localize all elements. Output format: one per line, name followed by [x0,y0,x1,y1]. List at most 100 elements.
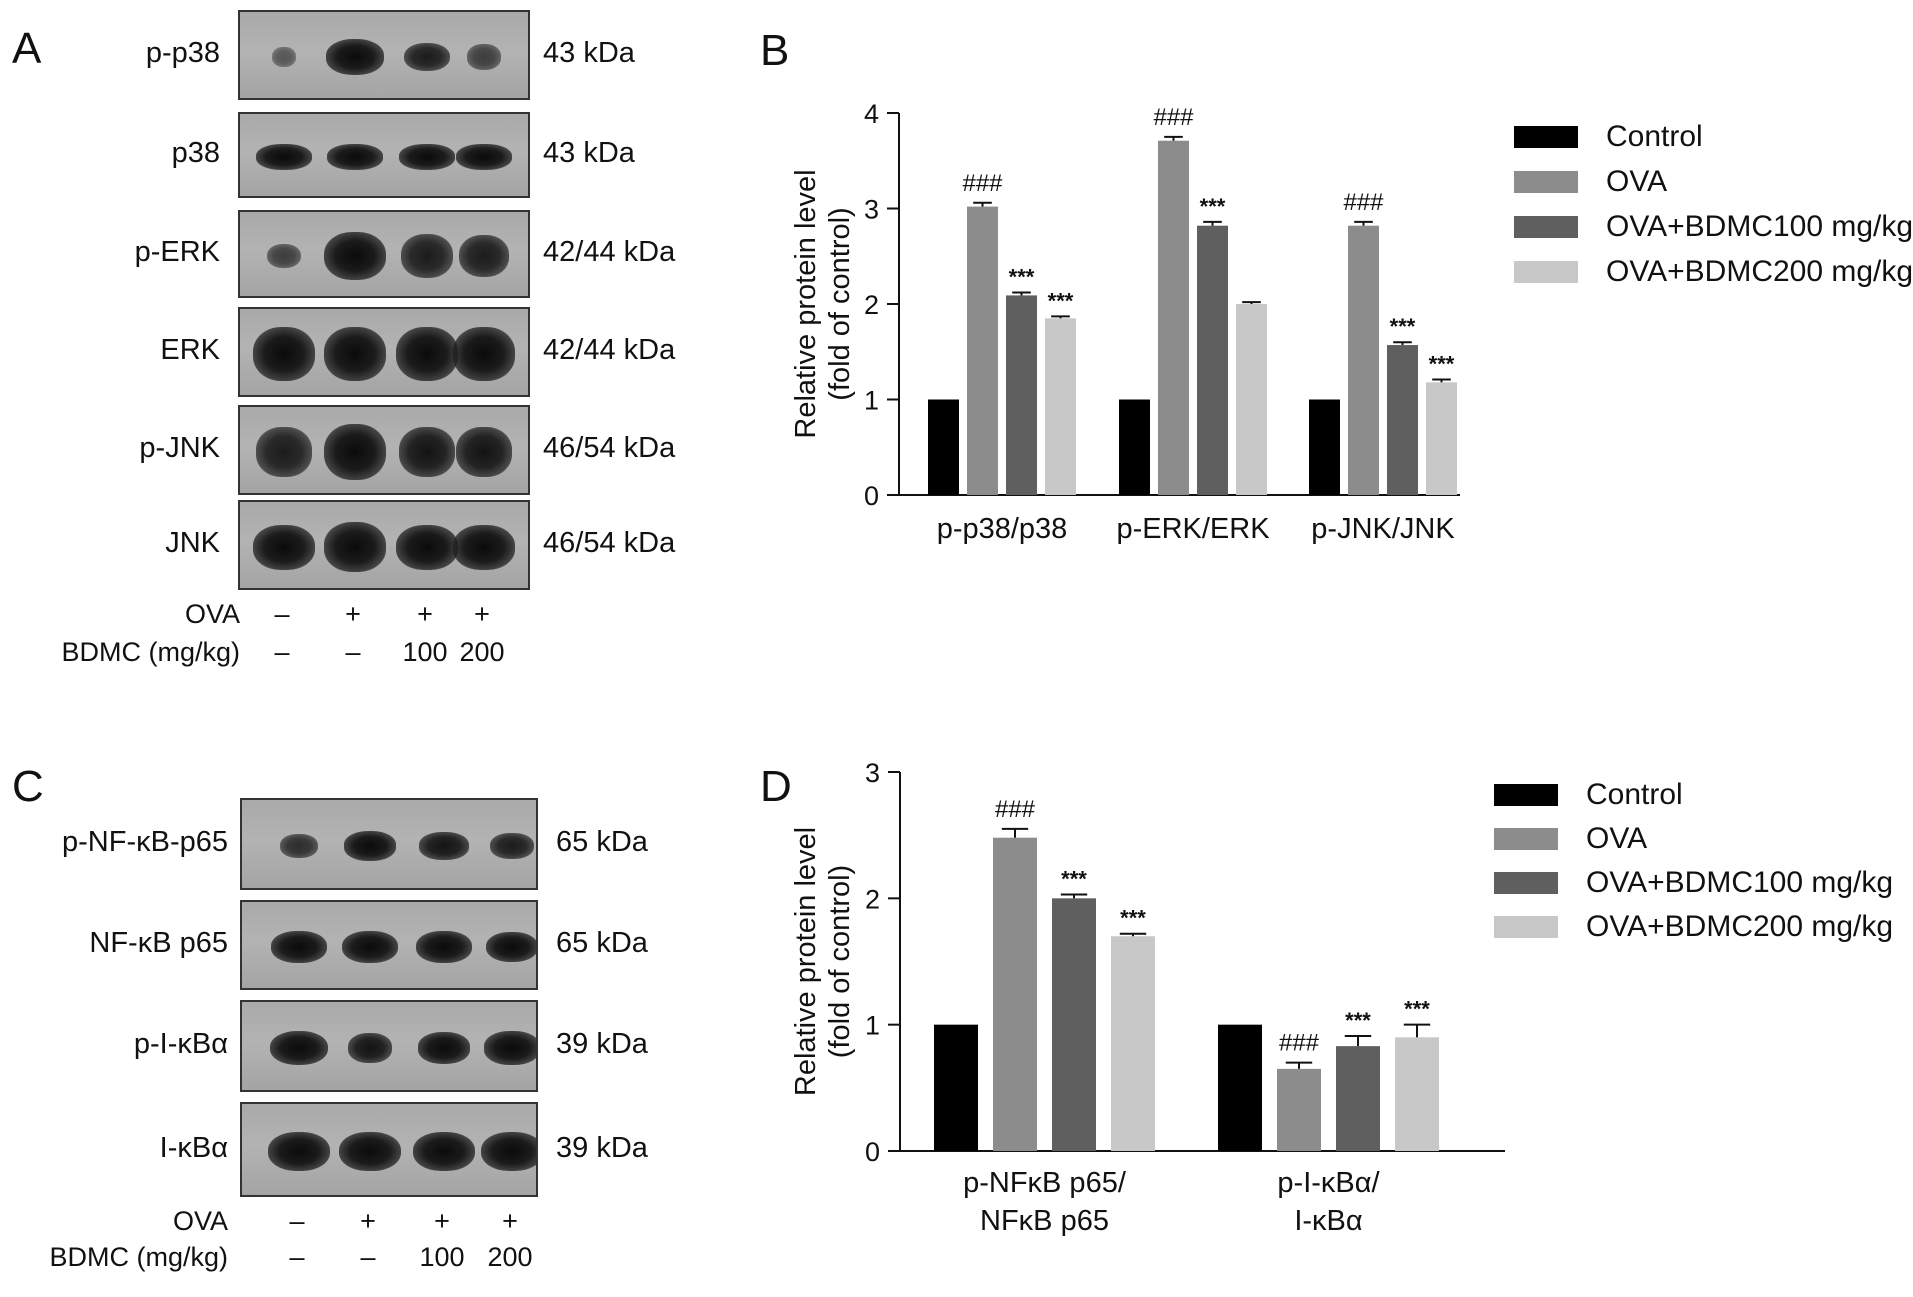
chart-B-group: 0 1 2 3 4 Relative protein level (fold of cont… [790,99,1460,545]
bar [1395,1037,1439,1151]
blot-band [324,424,386,480]
blot-image [238,10,530,100]
molecular-weight-label: 65 kDa [556,927,648,959]
y-tick-label: 0 [864,481,879,511]
blot-band [396,327,458,381]
bdmc-condition-value: – [289,1242,305,1272]
bar [1052,898,1096,1151]
blot-band [417,1032,471,1064]
blot-band [256,427,312,477]
significance-label: *** [1061,867,1087,892]
ova-condition-value: + [434,1206,450,1236]
panel-letter-b: B [760,26,790,75]
bdmc-row-label: BDMC (mg/kg) [61,637,240,667]
bdmc-condition-value: 200 [459,637,505,667]
bar [1336,1046,1380,1151]
significance-label: ### [1343,189,1384,216]
legend-label: OVA+BDMC100 mg/kg [1586,866,1894,899]
legend-item: Control [1514,120,1703,154]
x-category-label: p-JNK/JNK [1311,513,1455,545]
blot-band [256,144,312,170]
blot-band [403,42,451,72]
blot-band [413,1131,475,1172]
blot-band [485,931,536,963]
blot-band [453,524,515,570]
significance-label: ### [995,796,1036,823]
bar [967,206,998,495]
bar [1277,1068,1321,1151]
legend-item: Control [1494,778,1683,812]
blot-band [269,1030,329,1066]
blot-band [456,427,512,477]
blot-protein-label: p-NF-κB-p65 [62,826,228,858]
legend-swatch [1514,261,1578,283]
panel-letter-c: C [12,762,44,811]
bdmc-condition-value: – [360,1242,376,1272]
y-axis-label: (fold of control) [824,207,856,400]
bdmc-condition-value: – [274,637,290,667]
significance-label: *** [1345,1008,1371,1033]
blot-band [342,930,398,964]
significance-label: ### [962,170,1003,197]
bar [1045,318,1076,495]
bar [1348,225,1379,495]
legend-label: Control [1586,778,1683,811]
blot-band [396,524,458,570]
blot-protein-label: p38 [171,137,220,169]
y-tick-label: 3 [865,758,880,788]
legend-label: Control [1606,120,1703,153]
blot-band [272,47,296,67]
molecular-weight-label: 46/54 kDa [543,527,676,559]
blot-band [324,231,386,281]
y-axis-label: Relative protein level [790,169,822,438]
molecular-weight-label: 39 kDa [556,1028,648,1060]
legend-item: OVA+BDMC100 mg/kg [1494,866,1893,900]
bar [1119,399,1150,495]
x-category-label: p-p38/p38 [937,513,1068,545]
y-tick-label: 2 [864,290,879,320]
blot-protein-label: NF-κB p65 [89,927,228,959]
blot-band [324,522,386,572]
ova-row-label: OVA [172,1206,228,1236]
bdmc-condition-value: 100 [419,1242,465,1272]
blot-protein-label: ERK [160,334,220,366]
y-tick-label: 4 [864,99,879,129]
blot-image [240,798,538,890]
ova-condition-value: + [345,599,361,629]
blot-band [456,144,512,170]
ova-condition-value: + [417,599,433,629]
x-category-label: NFκB p65 [980,1205,1109,1237]
bar [1197,225,1228,495]
bar [993,837,1037,1151]
x-category-label: p-ERK/ERK [1116,513,1270,545]
blot-band [339,1131,401,1172]
blot-protein-label: p-JNK [139,432,220,464]
blot-protein-label: p-I-κBα [133,1028,228,1060]
legend-swatch [1514,126,1578,148]
chart-D-group: 0 1 2 3 Relative protein level (fold of contr… [790,758,1505,1237]
significance-label: *** [1429,351,1455,376]
blot-band [484,1031,536,1065]
significance-label: *** [1009,265,1035,290]
blot-band [266,243,302,269]
ova-condition-value: + [502,1206,518,1236]
legend-label: OVA [1586,822,1648,855]
blot-image [238,500,530,590]
x-category-label: I-κBα [1294,1205,1362,1237]
panel-letter-d: D [760,762,792,811]
legend-item: OVA+BDMC200 mg/kg [1514,255,1913,289]
blot-image [238,307,530,397]
legend-swatch [1494,828,1558,850]
significance-label: *** [1048,288,1074,313]
significance-label: ### [1279,1030,1320,1057]
legend-swatch [1514,216,1578,238]
blot-protein-label: p-p38 [145,37,220,69]
molecular-weight-label: 42/44 kDa [543,334,676,366]
blot-band [399,427,455,477]
blot-protein-label: I-κBα [159,1131,228,1164]
x-category-label: p-I-κBα/ [1277,1167,1380,1199]
molecular-weight-label: 43 kDa [543,137,635,169]
x-category-label: p-NFκB p65/ [963,1167,1127,1199]
molecular-weight-label: 65 kDa [556,826,648,858]
y-axis-label: (fold of control) [824,865,856,1058]
